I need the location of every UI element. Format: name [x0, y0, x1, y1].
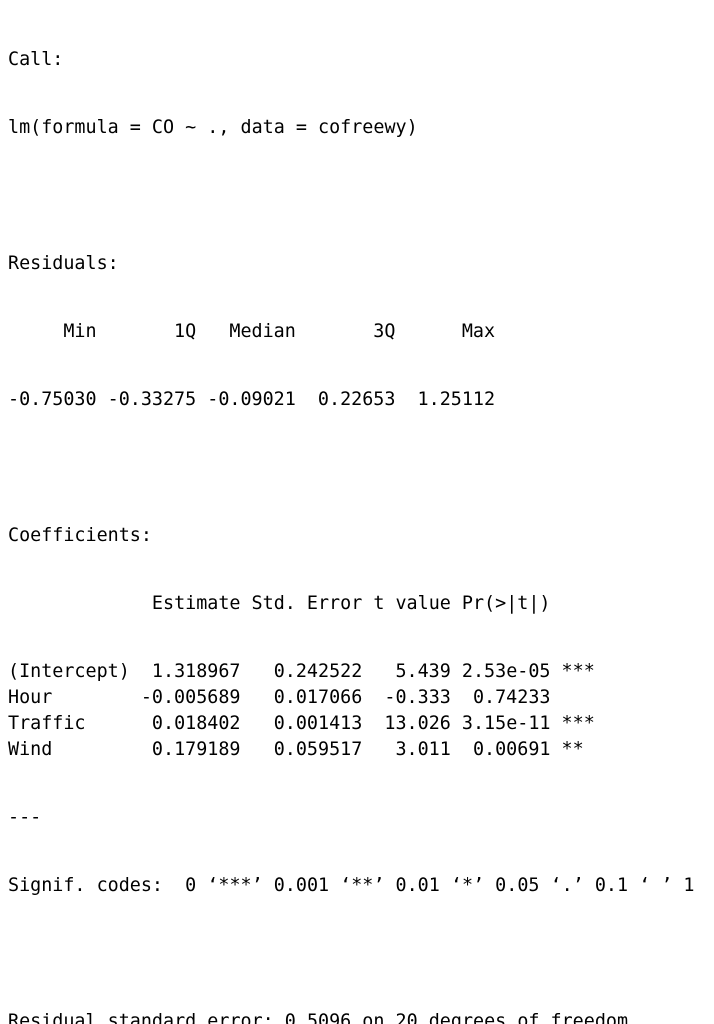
coef-value: -0.333: [384, 687, 451, 708]
residual-header: Median: [229, 321, 296, 342]
coef-value: 0.74233: [472, 687, 551, 708]
coef-name: Hour: [8, 687, 53, 708]
call-label: Call:: [8, 49, 64, 70]
residual-header: Max: [461, 321, 496, 342]
summary: Residual standard error: 0.5096 on 20 de…: [8, 1009, 694, 1024]
coefficients-rows: (Intercept) 1.318967 0.242522 5.439 2.53e-05…: [8, 659, 694, 763]
coef-value: 1.318967: [151, 661, 241, 682]
coef-header: Pr(>|t|): [461, 593, 551, 614]
coef-value: 0.242522: [273, 661, 363, 682]
coef-value: 0.059517: [273, 739, 363, 760]
residual-value: -0.33275: [107, 389, 197, 410]
residual-value: 1.25112: [417, 389, 496, 410]
coef-value: 2.53e-05: [461, 661, 551, 682]
residuals-headers: Min 1Q Median 3Q Max: [8, 319, 694, 345]
coef-name: Traffic: [8, 713, 86, 734]
residual-value: -0.09021: [207, 389, 296, 410]
console-output: Call: lm(formula = CO ~ ., data = cofree…: [8, 5, 694, 1024]
coef-value: 0.00691: [472, 739, 551, 760]
coef-value: 0.017066: [273, 687, 363, 708]
residual-header: Min: [63, 321, 97, 342]
residual-value: 0.22653: [317, 389, 396, 410]
coef-stars: **: [561, 739, 584, 760]
separator: ---: [8, 807, 42, 828]
residuals-title: Residuals:: [8, 253, 119, 274]
coef-value: 5.439: [395, 661, 451, 682]
coefficients-title: Coefficients:: [8, 525, 152, 546]
coef-name: Wind: [8, 739, 53, 760]
residuals-values: -0.75030 -0.33275 -0.09021 0.22653 1.25112: [8, 387, 694, 413]
coef-row: Wind 0.179189 0.059517 3.011 0.00691 **: [8, 737, 694, 763]
coef-value: 0.018402: [151, 713, 241, 734]
coef-value: 13.026: [384, 713, 451, 734]
summary-line: Residual standard error: 0.5096 on 20 de…: [8, 1011, 629, 1024]
coef-header: Std. Error: [251, 593, 363, 614]
residual-header: 3Q: [373, 321, 396, 342]
coef-stars: ***: [561, 713, 595, 734]
coef-header: t value: [373, 593, 451, 614]
coef-row: Traffic 0.018402 0.001413 13.026 3.15e-11 ***: [8, 711, 694, 737]
coef-name: (Intercept): [8, 661, 130, 682]
coef-value: 3.011: [395, 739, 451, 760]
call-formula: lm(formula = CO ~ ., data = cofreewy): [8, 117, 418, 138]
coefficients-headers: Estimate Std. Error t value Pr(>|t|): [8, 591, 694, 617]
coef-header: Estimate: [151, 593, 241, 614]
coef-row: (Intercept) 1.318967 0.242522 5.439 2.53e-05…: [8, 659, 694, 685]
coef-value: 0.001413: [273, 713, 363, 734]
coef-value: 3.15e-11: [461, 713, 551, 734]
coef-value: -0.005689: [140, 687, 241, 708]
page: Call: lm(formula = CO ~ ., data = cofree…: [8, 49, 695, 1024]
coef-stars: ***: [561, 661, 595, 682]
coef-value: 0.179189: [151, 739, 241, 760]
residual-value: -0.75030: [8, 389, 97, 410]
signif-codes: Signif. codes: 0 ‘***’ 0.001 ‘**’ 0.01 ‘…: [8, 875, 695, 896]
residual-header: 1Q: [174, 321, 197, 342]
coef-row: Hour -0.005689 0.017066 -0.333 0.74233: [8, 685, 694, 711]
